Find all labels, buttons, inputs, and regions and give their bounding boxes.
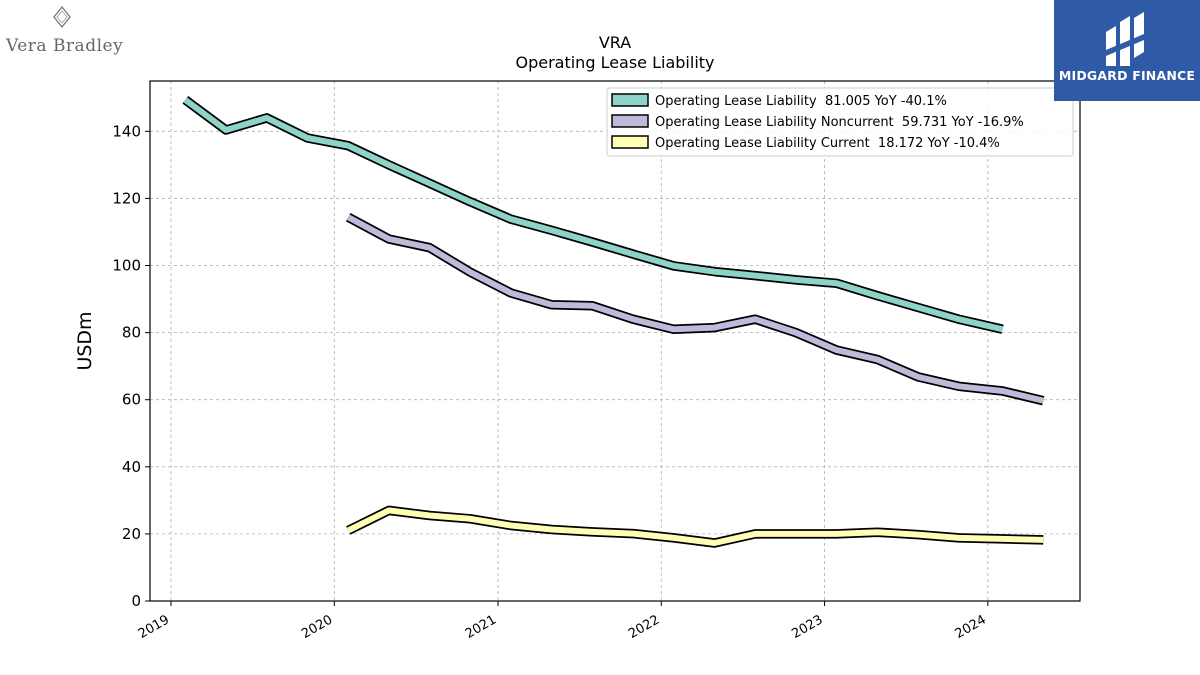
x-tick-label: 2020 — [299, 612, 335, 642]
y-tick-label: 20 — [122, 525, 141, 543]
legend: Operating Lease Liability 81.005 YoY -40… — [606, 87, 1074, 157]
chart-title: VRA — [599, 33, 631, 52]
legend-label-3: Operating Lease Liability Current 18.172… — [655, 136, 1000, 151]
y-tick-label: 120 — [112, 189, 141, 207]
x-tick-label: 2019 — [136, 612, 172, 642]
company-logo-text: Vera Bradley — [6, 36, 124, 56]
series-line-3 — [346, 507, 1044, 546]
axis-layer: 0 20 40 60 80 100 120 140 2019 2020 2021 2022 2023 20… — [112, 122, 988, 642]
y-tick-label: 60 — [122, 391, 141, 409]
series-line-2 — [346, 214, 1044, 404]
brand-badge-name: MIDGARD FINANCE — [1058, 68, 1196, 83]
legend-swatch-2 — [611, 114, 649, 128]
diamond-logo-icon — [53, 6, 71, 28]
series-line-1 — [183, 97, 1004, 333]
chart-subtitle: Operating Lease Liability — [515, 53, 714, 72]
legend-swatch-1 — [611, 93, 649, 107]
y-axis-label: USDm — [74, 311, 96, 370]
legend-label-1: Operating Lease Liability 81.005 YoY -40… — [655, 94, 947, 109]
grid-layer — [150, 81, 1080, 602]
x-tick-label: 2024 — [953, 612, 989, 642]
y-tick-label: 140 — [112, 122, 141, 140]
midgard-logo-icon — [1106, 12, 1144, 66]
x-tick-label: 2021 — [463, 612, 499, 642]
series-layer — [182, 95, 1045, 548]
legend-label-2: Operating Lease Liability Noncurrent 59.… — [655, 115, 1024, 130]
y-tick-label: 0 — [131, 592, 141, 610]
legend-frame — [606, 87, 1074, 157]
brand-badge: MIDGARD FINANCE — [1054, 0, 1200, 101]
y-tick-label: 40 — [122, 458, 141, 476]
y-tick-label: 100 — [112, 257, 141, 275]
x-tick-label: 2023 — [789, 612, 825, 642]
x-tick-label: 2022 — [626, 612, 662, 642]
plot-frame — [149, 80, 1081, 602]
legend-swatch-3 — [611, 135, 649, 149]
y-tick-label: 80 — [122, 324, 141, 342]
company-logo: Vera Bradley — [0, 0, 130, 70]
